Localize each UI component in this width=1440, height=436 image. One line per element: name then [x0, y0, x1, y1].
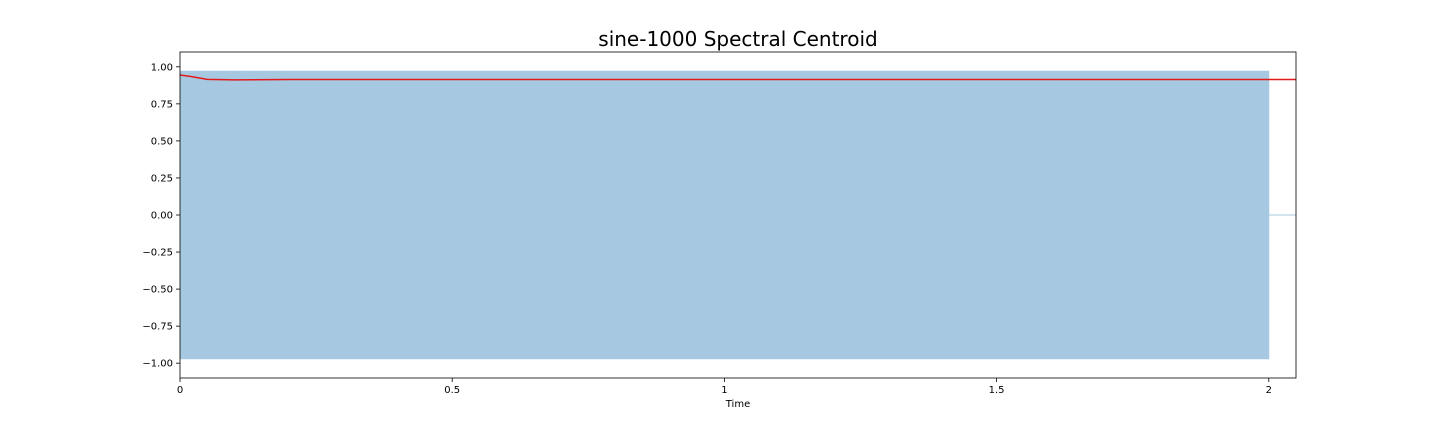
x-axis-label: Time	[725, 399, 750, 410]
y-tick-label: 0.00	[151, 211, 173, 222]
axes: 0 0.5 1 1.5 2 1.00 0.75 0.50 0.25 0.00 −0.25 −0.50 −…	[142, 51, 1297, 396]
x-tick-label: 0	[177, 385, 183, 396]
x-tick-label: 1.5	[989, 385, 1005, 396]
y-tick-label: −0.50	[142, 285, 173, 296]
x-tick-label: 2	[1266, 385, 1272, 396]
waveform-area	[180, 70, 1296, 360]
y-tick-label: 1.00	[151, 62, 173, 73]
spectral-centroid-line	[180, 74, 1296, 81]
y-tick-label: −0.25	[142, 248, 173, 259]
y-tick-label: 0.50	[151, 136, 173, 147]
x-tick-label: 0.5	[444, 385, 460, 396]
x-tick-label: 1	[721, 385, 727, 396]
chart-title: sine-1000 Spectral Centroid	[598, 27, 877, 51]
y-tick-label: 0.25	[151, 173, 173, 184]
plot-area	[180, 70, 1296, 360]
series-group	[180, 70, 1296, 360]
y-tick-label: −0.75	[142, 322, 173, 333]
y-tick-label: 0.75	[151, 99, 173, 110]
y-tick-label: −1.00	[142, 359, 173, 370]
